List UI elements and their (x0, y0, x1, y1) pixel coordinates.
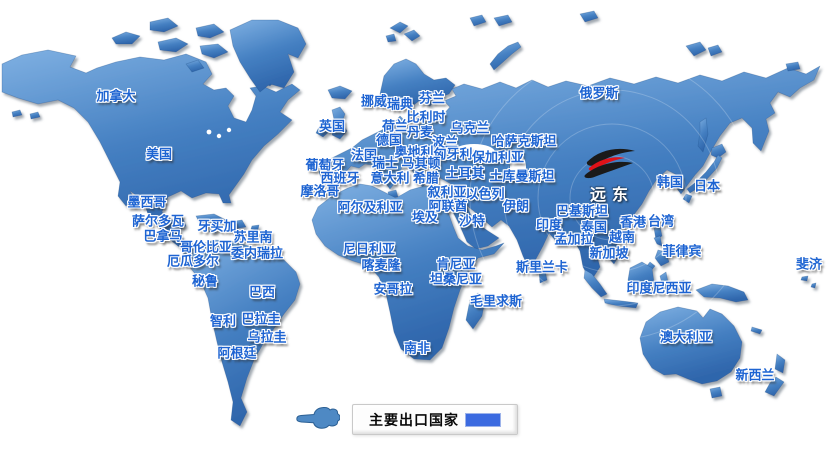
country-label: 香港 (619, 215, 647, 231)
country-label: 台湾 (647, 214, 675, 230)
landmass-europe-scandinavia (315, 21, 456, 140)
country-label: 荷兰 (381, 119, 409, 135)
country-label: 尼日利亚 (342, 242, 396, 258)
wave-swoosh-icon (584, 148, 635, 179)
country-label: 丹麦 (406, 125, 434, 141)
country-label: 秘鲁 (191, 274, 219, 290)
country-label: 阿根廷 (217, 346, 257, 362)
country-label: 西班牙 (320, 171, 360, 187)
country-label: 比利时 (406, 110, 446, 126)
country-label: 伊朗 (502, 199, 530, 215)
country-label: 叙利亚 (427, 185, 467, 201)
country-label: 波兰 (431, 135, 459, 151)
country-label: 芬兰 (418, 91, 446, 107)
country-label: 土耳其 (445, 166, 485, 182)
landmass-eurasia (318, 10, 821, 282)
country-label: 斯里兰卡 (515, 260, 569, 276)
country-label: 智利 (209, 314, 237, 330)
country-label: 喀麦隆 (361, 258, 401, 274)
country-label: 匈牙利 (433, 147, 473, 163)
landmass-north-america (1, 17, 301, 251)
country-label: 沙特 (458, 214, 486, 230)
country-label: 新加坡 (589, 246, 629, 262)
pointing-hand-icon (296, 406, 340, 429)
country-label: 马其顿 (401, 156, 441, 172)
logo-text: 远东 (589, 185, 634, 204)
country-label: 意大利 (370, 171, 410, 187)
country-label: 韩国 (656, 175, 684, 191)
country-label: 巴基斯坦 (555, 204, 609, 220)
legend-label: 主要出口国家 (369, 412, 459, 429)
country-label: 德国 (375, 133, 403, 149)
country-label: 新西兰 (735, 368, 775, 384)
country-label: 孟加拉 (554, 232, 594, 248)
country-label: 萨尔多瓦 (131, 214, 185, 230)
country-label: 土库曼斯坦 (489, 169, 555, 185)
landmass-south-america (182, 239, 301, 427)
country-label: 苏里南 (233, 230, 273, 246)
country-label: 葡萄牙 (305, 158, 345, 174)
country-label: 南非 (403, 341, 431, 357)
legend: 主要出口国家 (352, 404, 518, 435)
country-label: 俄罗斯 (579, 86, 619, 102)
country-label: 挪威 (360, 94, 388, 110)
country-label: 以色列 (465, 187, 505, 203)
country-label: 瑞典 (386, 97, 414, 113)
country-label: 瑞士 (371, 156, 399, 172)
country-label: 日本 (693, 179, 721, 195)
country-label: 加拿大 (96, 89, 136, 105)
country-label: 阿尔及利亚 (337, 200, 403, 216)
country-label: 坦桑尼亚 (429, 272, 483, 288)
country-label: 哥伦比亚 (179, 240, 233, 256)
country-label: 法国 (350, 148, 378, 164)
country-label: 越南 (608, 230, 636, 246)
country-label: 厄瓜多尔 (166, 254, 220, 270)
landmass-africa (311, 183, 505, 361)
country-label: 埃及 (411, 210, 439, 226)
country-label: 毛里求斯 (469, 294, 523, 310)
country-label: 澳大利亚 (659, 330, 713, 346)
country-label: 哈萨克斯坦 (491, 134, 557, 150)
country-label: 斐济 (795, 257, 823, 273)
country-label: 委内瑞拉 (230, 246, 284, 262)
country-label: 巴拿马 (143, 229, 183, 245)
country-label: 肯尼亚 (436, 257, 476, 273)
country-label: 印度 (535, 218, 563, 234)
country-label: 美国 (145, 147, 173, 163)
country-label: 英国 (318, 119, 346, 135)
company-logo: 远东 (574, 146, 644, 205)
country-label: 希腊 (412, 171, 440, 187)
country-label: 乌克兰 (450, 121, 490, 137)
country-label: 安哥拉 (373, 282, 413, 298)
country-label: 奥地利 (394, 145, 434, 161)
islands-east-asia (538, 117, 727, 284)
inland-seas (206, 127, 526, 180)
country-label: 保加利亚 (471, 150, 525, 166)
radar-arcs (469, 55, 755, 341)
country-label: 阿联酋 (428, 199, 468, 215)
landmass-greenland (229, 19, 353, 100)
islands-indonesia (583, 261, 749, 309)
country-label: 摩洛哥 (300, 184, 340, 200)
islands-caribbean (195, 213, 260, 234)
country-label: 巴西 (248, 285, 276, 301)
country-label: 牙买加 (197, 219, 237, 235)
legend-color-swatch (465, 412, 501, 427)
country-label: 泰国 (580, 220, 608, 236)
country-label: 巴拉圭 (241, 312, 281, 328)
landmass-australia (639, 275, 817, 399)
landmass-new-zealand (764, 353, 786, 397)
country-label: 印度尼西亚 (626, 281, 692, 297)
country-label: 墨西哥 (127, 195, 167, 211)
country-label: 乌拉圭 (247, 330, 287, 346)
country-label: 菲律宾 (662, 244, 702, 260)
